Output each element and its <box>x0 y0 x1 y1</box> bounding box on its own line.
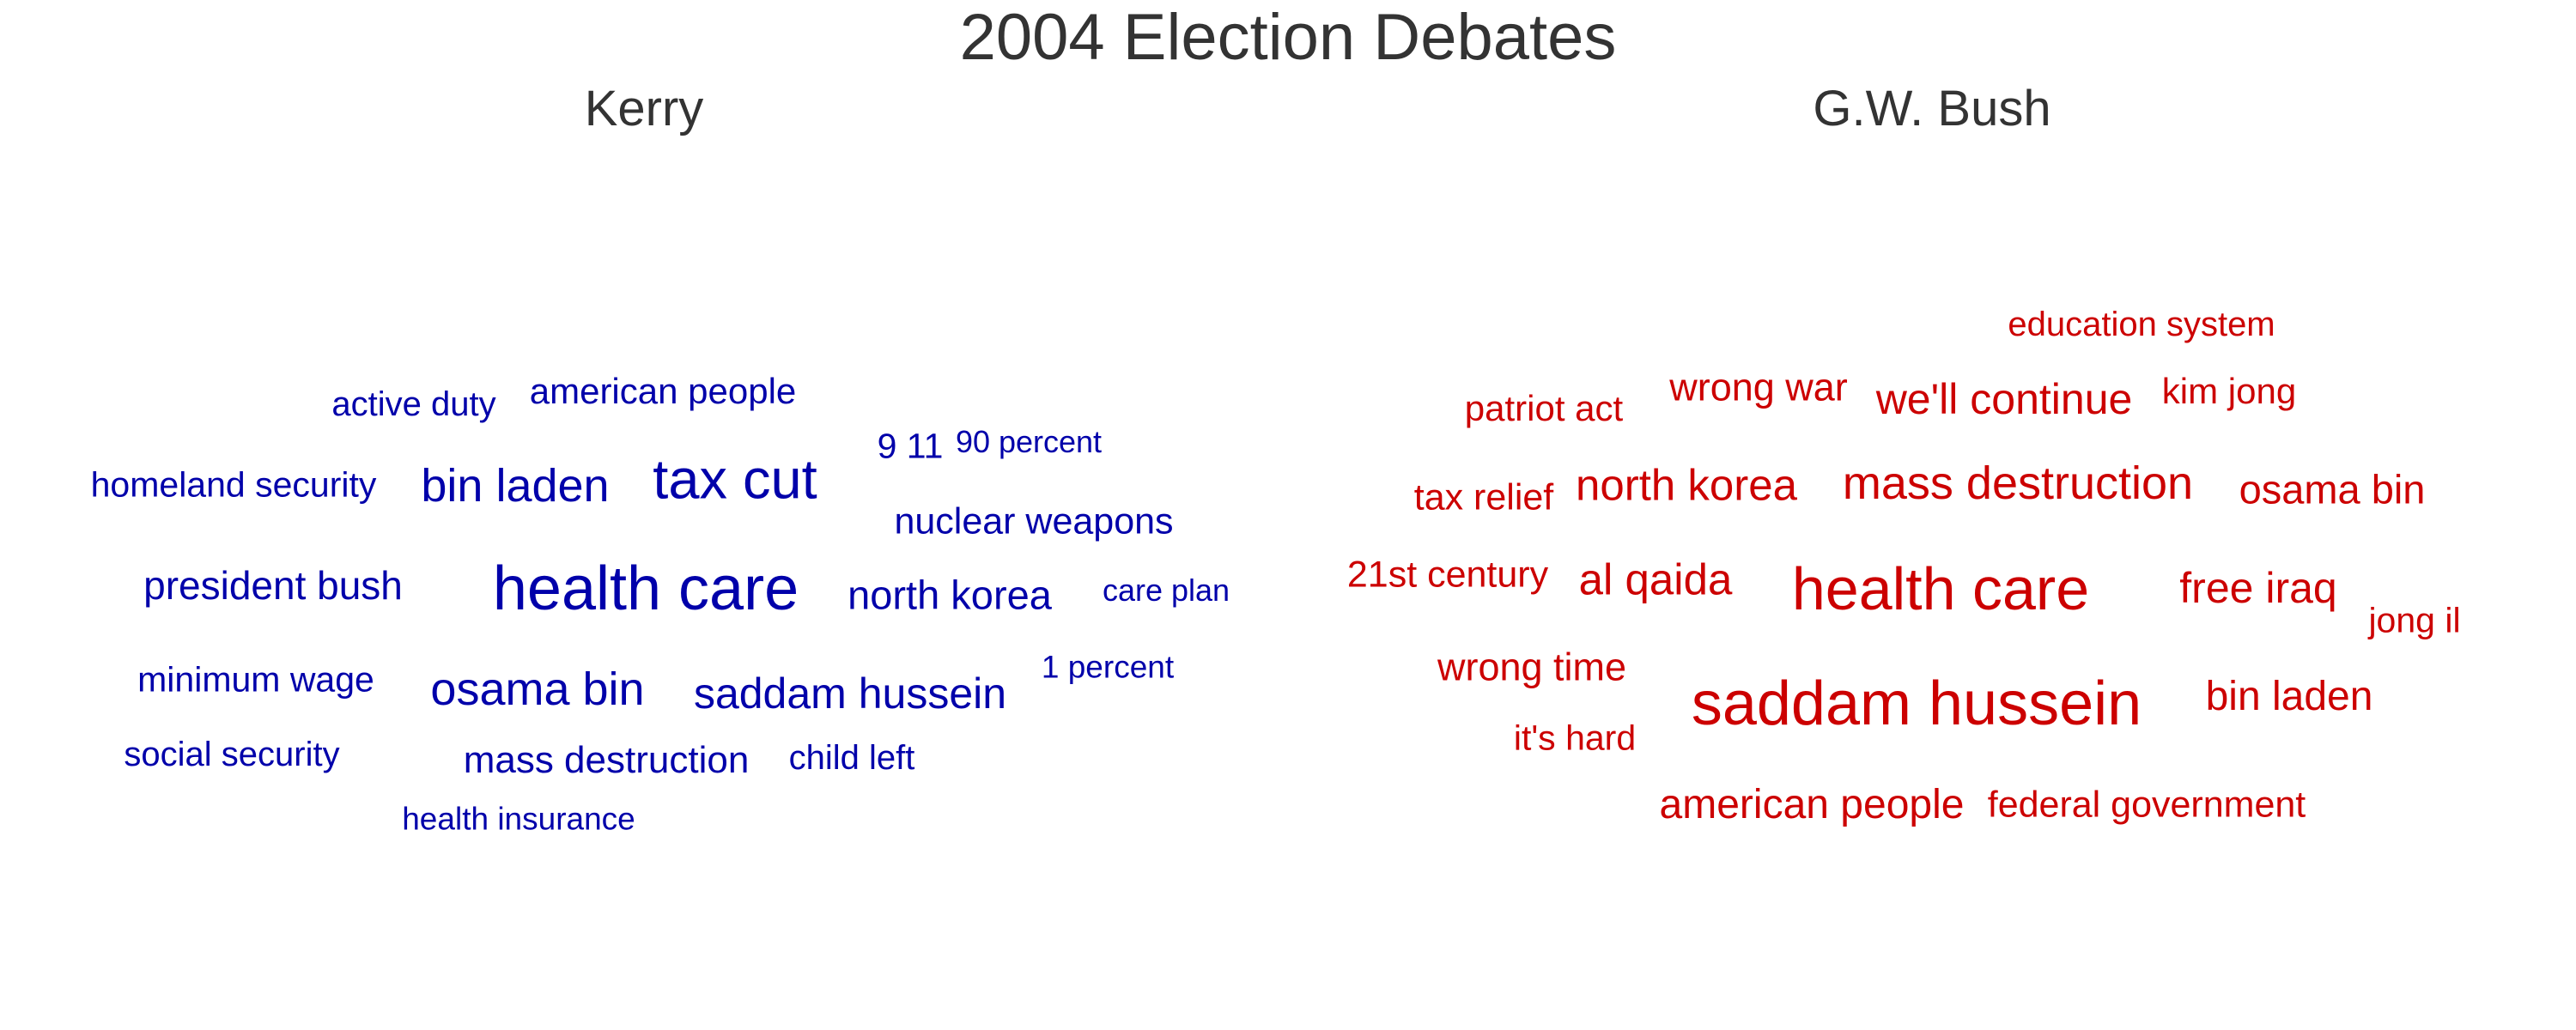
word-bush-1: health care <box>1791 555 2090 622</box>
word-kerry-7: mass destruction <box>463 739 750 781</box>
word-bush-14: tax relief <box>1413 476 1554 518</box>
word-bush-9: osama bin <box>2239 466 2426 512</box>
word-bush-10: wrong war <box>1669 365 1848 409</box>
word-bush-6: we'll continue <box>1875 375 2133 423</box>
word-bush-8: american people <box>1659 782 1965 827</box>
word-kerry-0: health care <box>492 554 799 623</box>
word-kerry-3: osama bin <box>430 663 645 715</box>
word-bush-15: patriot act <box>1464 388 1624 428</box>
word-bush-17: it's hard <box>1513 718 1637 758</box>
word-bush-0: saddam hussein <box>1691 670 2142 738</box>
panel-title-kerry: Kerry <box>584 81 704 136</box>
word-kerry-17: 1 percent <box>1041 649 1175 685</box>
word-bush-3: north korea <box>1576 460 1797 510</box>
word-bush-12: 21st century <box>1346 554 1549 596</box>
word-kerry-5: north korea <box>848 572 1052 618</box>
word-bush-2: mass destruction <box>1842 457 2194 509</box>
word-kerry-1: tax cut <box>653 447 817 511</box>
word-kerry-16: health insurance <box>402 801 635 837</box>
word-bush-19: education system <box>2008 306 2275 343</box>
panel-title-bush: G.W. Bush <box>1813 81 2051 136</box>
word-kerry-9: american people <box>529 371 797 411</box>
word-kerry-14: social security <box>124 736 340 773</box>
word-kerry-18: 90 percent <box>955 424 1103 459</box>
word-bush-4: al qaida <box>1578 554 1733 604</box>
word-kerry-15: child left <box>788 739 915 777</box>
word-kerry-2: bin laden <box>421 460 610 512</box>
word-bush-16: kim jong <box>2161 371 2297 411</box>
word-bush-11: wrong time <box>1437 645 1627 689</box>
word-kerry-13: active duty <box>331 385 496 423</box>
word-kerry-8: nuclear weapons <box>894 500 1174 542</box>
chart-title: 2004 Election Debates <box>959 1 1617 74</box>
word-kerry-6: president bush <box>143 563 403 608</box>
word-bush-5: free iraq <box>2179 564 2337 612</box>
word-kerry-4: saddam hussein <box>693 670 1007 718</box>
word-bush-18: jong il <box>2368 600 2461 640</box>
word-bush-7: bin laden <box>2205 674 2373 719</box>
word-kerry-19: care plan <box>1102 573 1230 608</box>
word-bush-13: federal government <box>1987 784 2306 826</box>
word-kerry-12: 9 11 <box>877 426 944 466</box>
word-kerry-11: minimum wage <box>137 659 374 700</box>
word-kerry-10: homeland security <box>90 464 377 505</box>
